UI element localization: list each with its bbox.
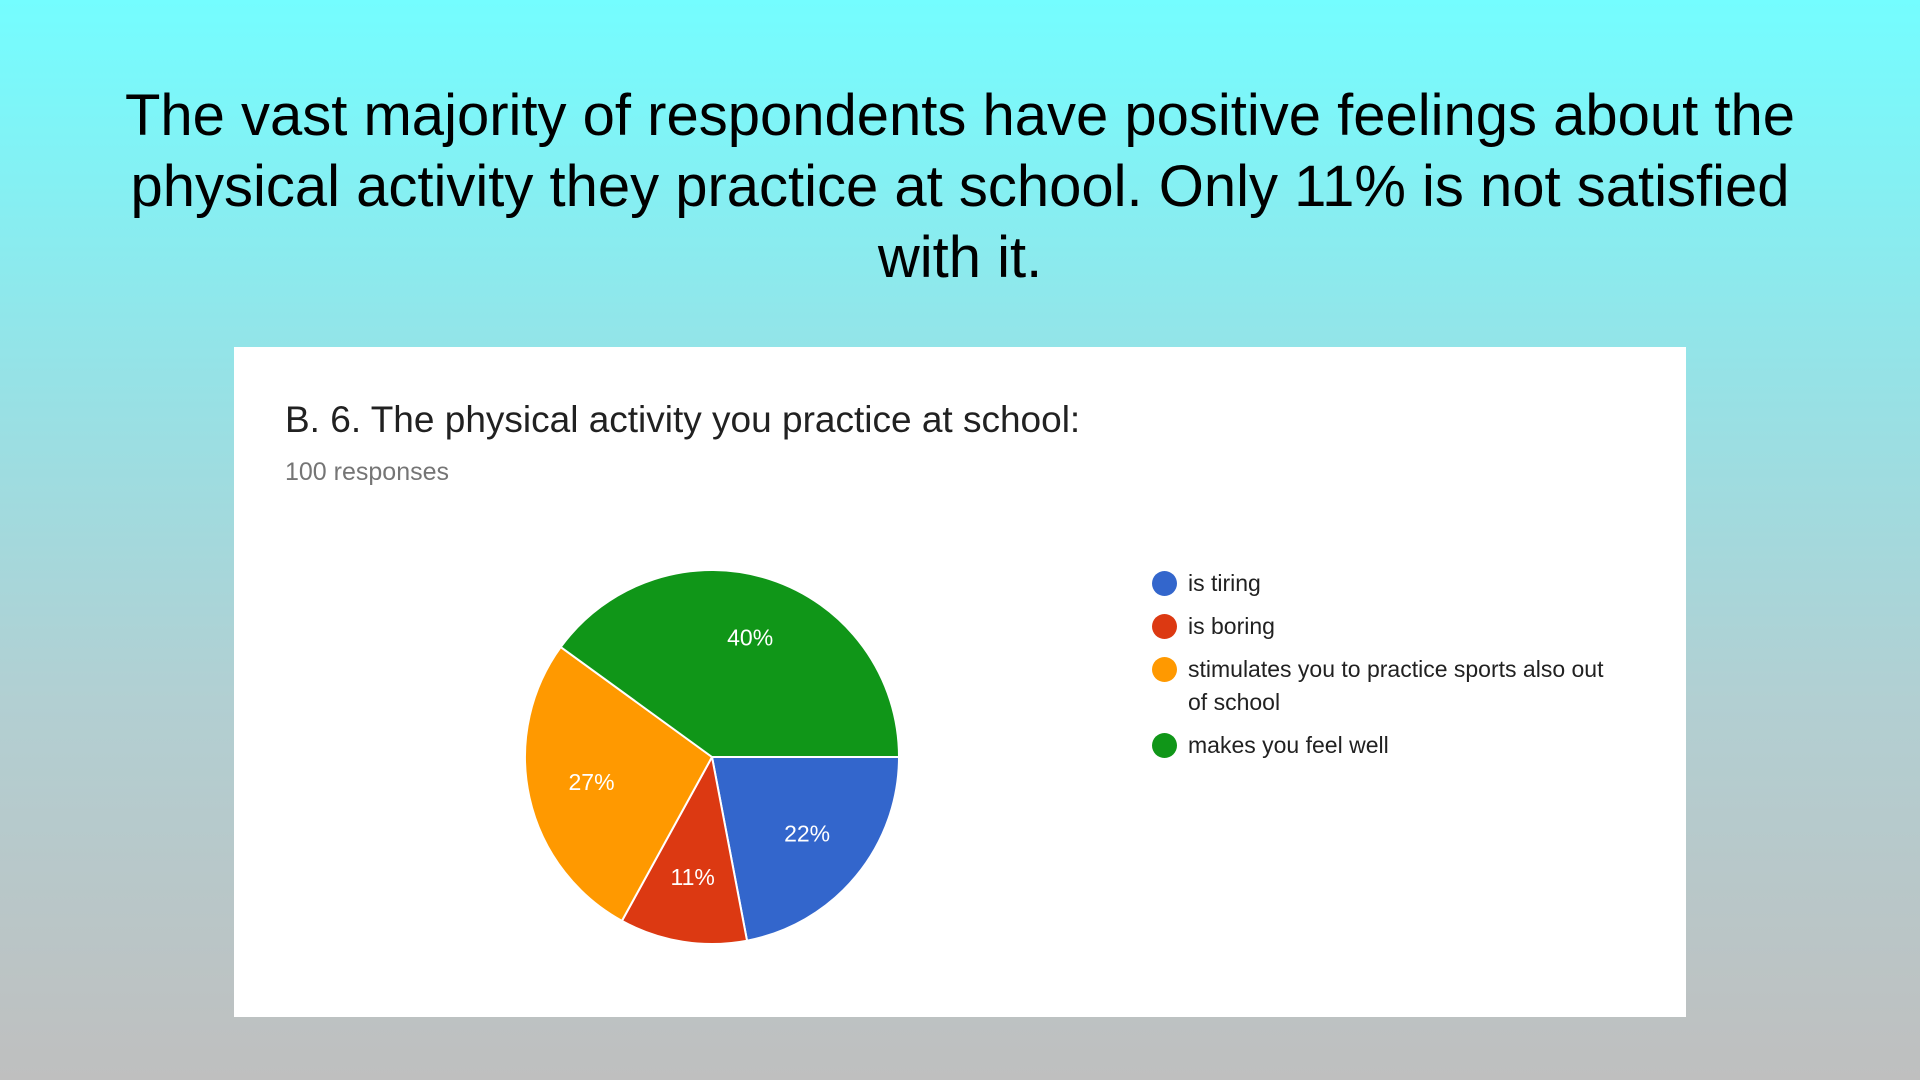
- chart-card: B. 6. The physical activity you practice…: [234, 347, 1686, 1017]
- pie-slice[interactable]: [710, 756, 901, 942]
- slice-data-label: 40%: [727, 625, 773, 651]
- slide-heading: The vast majority of respondents have po…: [124, 83, 1796, 290]
- response-count: 100 responses: [285, 458, 450, 486]
- pie-slice[interactable]: [559, 569, 901, 758]
- legend-item[interactable]: is boring: [1152, 610, 1622, 643]
- legend-swatch: [1152, 733, 1177, 758]
- legend-item[interactable]: makes you feel well: [1152, 729, 1622, 762]
- legend-swatch: [1152, 657, 1177, 682]
- slice-data-label: 22%: [784, 821, 830, 847]
- legend-item[interactable]: is tiring: [1152, 567, 1622, 600]
- legend-label: is boring: [1188, 613, 1275, 639]
- pie-slice[interactable]: [620, 754, 749, 945]
- legend-label: stimulates you to practice sports also o…: [1188, 656, 1604, 715]
- slice-data-label: 27%: [569, 769, 615, 795]
- legend-swatch: [1152, 614, 1177, 639]
- legend-swatch: [1152, 571, 1177, 596]
- pie-chart: 22% 11% 27% 40%: [524, 569, 901, 945]
- slice-data-label: 11%: [671, 864, 715, 890]
- chart-title: B. 6. The physical activity you practice…: [285, 399, 1081, 440]
- chart-legend: is tiring is boring stimulates you to prac…: [1152, 567, 1622, 772]
- legend-label: is tiring: [1188, 570, 1261, 596]
- legend-label: makes you feel well: [1188, 732, 1389, 758]
- pie-slice[interactable]: [524, 645, 714, 923]
- legend-item[interactable]: stimulates you to practice sports also o…: [1152, 653, 1622, 719]
